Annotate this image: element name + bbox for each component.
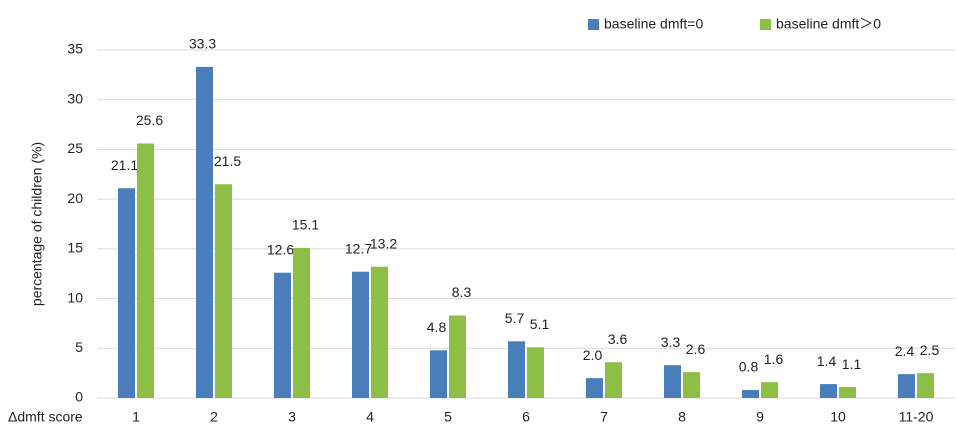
bar [742,390,759,398]
data-label: 3.6 [608,331,628,347]
data-label: 2.4 [895,343,915,359]
x-tick-label: 10 [830,409,846,425]
bar [839,387,856,398]
legend-label: baseline dmft=0 [604,16,703,32]
legend-swatch [760,19,771,30]
y-tick-label: 30 [67,90,83,106]
data-label: 2.6 [686,341,706,357]
bar [898,374,915,398]
data-label: 2.0 [583,347,603,363]
bar [527,347,544,398]
data-label: 0.8 [739,359,759,375]
x-axis-title: Δdmft score [8,409,83,425]
bar [820,384,837,398]
data-label: 25.6 [136,112,163,128]
legend-label: baseline dmft＞0 [776,16,881,32]
bar [274,272,291,398]
data-label: 3.3 [661,334,681,350]
bar [586,378,603,398]
bar [293,247,310,398]
y-tick-label: 25 [67,140,83,156]
bar [664,365,681,398]
y-tick-label: 10 [67,289,83,305]
x-tick-label: 3 [288,409,296,425]
x-tick-label: 4 [366,409,374,425]
y-tick-label: 20 [67,190,83,206]
data-label: 33.3 [189,36,216,52]
x-tick-label: 11-20 [899,409,934,425]
data-label: 13.2 [370,235,397,251]
data-label: 21.5 [214,153,241,169]
y-axis-title: percentage of children (%) [29,142,45,306]
bar [605,362,622,398]
x-tick-label: 5 [444,409,452,425]
data-label: 21.1 [111,157,138,173]
data-label: 12.6 [267,241,294,257]
bar [371,266,388,398]
bar [430,350,447,398]
data-label: 8.3 [452,284,472,300]
data-label: 15.1 [292,217,319,233]
data-label: 5.1 [530,316,550,332]
data-label: 12.7 [345,240,372,256]
bar [196,66,213,398]
bar [449,315,466,398]
x-tick-label: 6 [522,409,530,425]
y-tick-label: 15 [67,240,83,256]
y-tick-label: 5 [75,339,83,355]
bar [215,184,232,398]
x-tick-label: 1 [132,409,140,425]
bar [118,188,135,398]
y-tick-label: 35 [67,41,83,57]
data-label: 1.4 [817,353,837,369]
x-tick-label: 7 [600,409,608,425]
x-tick-label: 2 [210,409,218,425]
data-label: 1.1 [842,356,862,372]
data-label: 1.6 [764,351,784,367]
bar [508,341,525,398]
legend-swatch [588,19,599,30]
bar [761,382,778,398]
bar [352,271,369,398]
data-label: 5.7 [505,310,525,326]
data-label: 4.8 [427,319,447,335]
x-tick-label: 9 [756,409,764,425]
x-tick-label: 8 [678,409,686,425]
y-tick-label: 0 [75,389,83,405]
data-label: 2.5 [920,342,940,358]
bar [683,372,700,398]
bar [137,143,154,398]
bar [917,373,934,398]
